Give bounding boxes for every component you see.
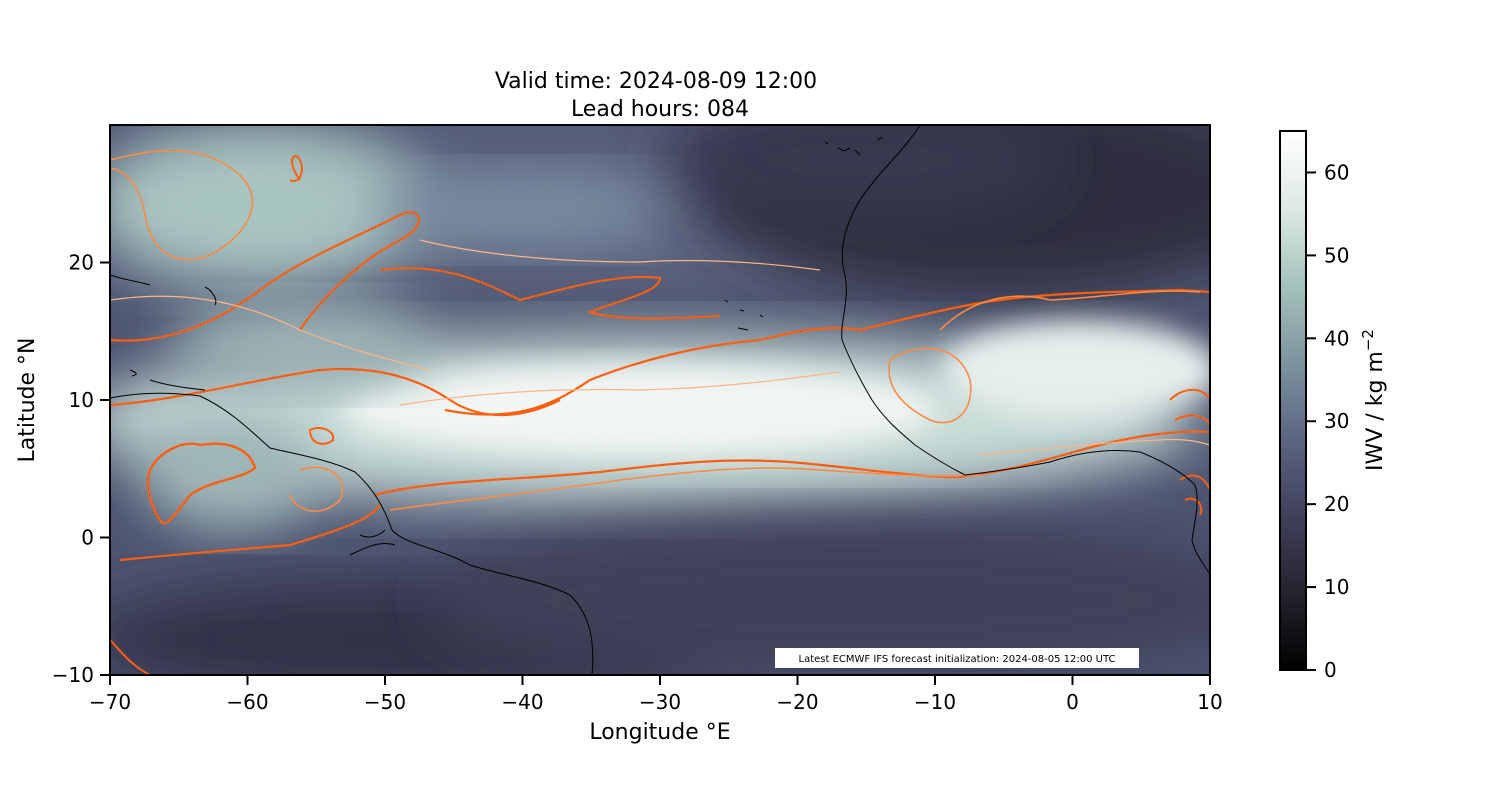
contour-line	[939, 290, 1201, 331]
contour-line	[1179, 474, 1210, 516]
colorbar-tick-label: 40	[1324, 326, 1349, 350]
x-axis-label: Longitude °E	[589, 720, 730, 745]
map-panel	[110, 125, 1210, 675]
x-tick-label: −20	[776, 690, 818, 714]
title-line-1: Valid time: 2024-08-09 12:00	[495, 69, 817, 94]
contour-line	[374, 430, 1210, 497]
y-axis: −10 0 10 20	[52, 251, 110, 687]
coastline-africa	[841, 125, 1210, 576]
title-line-2: Lead hours: 084	[571, 97, 749, 122]
contour-line	[289, 155, 303, 182]
x-tick-label: −10	[914, 690, 956, 714]
iwv-contours	[110, 149, 1210, 675]
y-axis-label: Latitude °N	[15, 338, 40, 463]
x-tick-label: 10	[1197, 690, 1222, 714]
coastline-caribbean	[110, 274, 217, 391]
contour-line	[110, 149, 254, 261]
contour-line	[888, 347, 972, 424]
colorbar: 0 10 20 30 40 50 60 IWV / kg m−2	[1279, 130, 1388, 682]
contour-line	[979, 438, 1210, 456]
colorbar-tick-label: 0	[1324, 658, 1337, 682]
contour-line	[444, 288, 1210, 416]
coastline-south-america	[110, 392, 594, 675]
contour-line	[1169, 388, 1210, 426]
contour-line	[289, 466, 344, 512]
colorbar-gradient	[1279, 130, 1307, 671]
y-tick-label: 0	[81, 526, 94, 550]
annotation-box	[775, 648, 1139, 668]
forecast-annotation: Latest ECMWF IFS forecast initialization…	[775, 648, 1139, 668]
contour-line	[110, 295, 431, 371]
x-axis: −70 −60 −50 −40 −30 −20 −10 0 10	[89, 675, 1223, 714]
y-tick-label: 10	[69, 388, 94, 412]
coastlines	[110, 125, 1210, 675]
colorbar-tick-label: 30	[1324, 409, 1349, 433]
colorbar-ticks: 0 10 20 30 40 50 60	[1306, 160, 1349, 682]
coastline-islands	[724, 136, 883, 331]
contour-line	[389, 467, 981, 511]
colorbar-tick-label: 50	[1324, 243, 1349, 267]
x-tick-label: 0	[1066, 690, 1079, 714]
contour-line	[119, 504, 381, 562]
coastline-amazon-mouth	[349, 529, 396, 556]
x-tick-label: −70	[89, 690, 131, 714]
iwv-field	[110, 125, 1210, 675]
x-tick-label: −30	[639, 690, 681, 714]
contour-line	[399, 371, 841, 406]
colorbar-tick-label: 20	[1324, 492, 1349, 516]
contour-line	[110, 639, 151, 675]
colorbar-tick-label: 10	[1324, 575, 1349, 599]
y-tick-label: −10	[52, 663, 94, 687]
x-tick-label: −60	[226, 690, 268, 714]
contour-line	[379, 267, 721, 320]
colorbar-tick-label: 60	[1324, 160, 1349, 184]
contour-line	[110, 367, 561, 416]
contour-line	[308, 427, 335, 445]
contour-line	[419, 239, 821, 271]
x-tick-label: −50	[364, 690, 406, 714]
x-tick-label: −40	[501, 690, 543, 714]
contour-line	[146, 442, 257, 525]
annotation-text: Latest ECMWF IFS forecast initialization…	[799, 654, 1116, 665]
y-tick-label: 20	[69, 251, 94, 275]
colorbar-label-exponent: −2	[1359, 329, 1377, 351]
contour-line	[110, 211, 421, 342]
colorbar-label: IWV / kg m−2	[1359, 329, 1388, 471]
